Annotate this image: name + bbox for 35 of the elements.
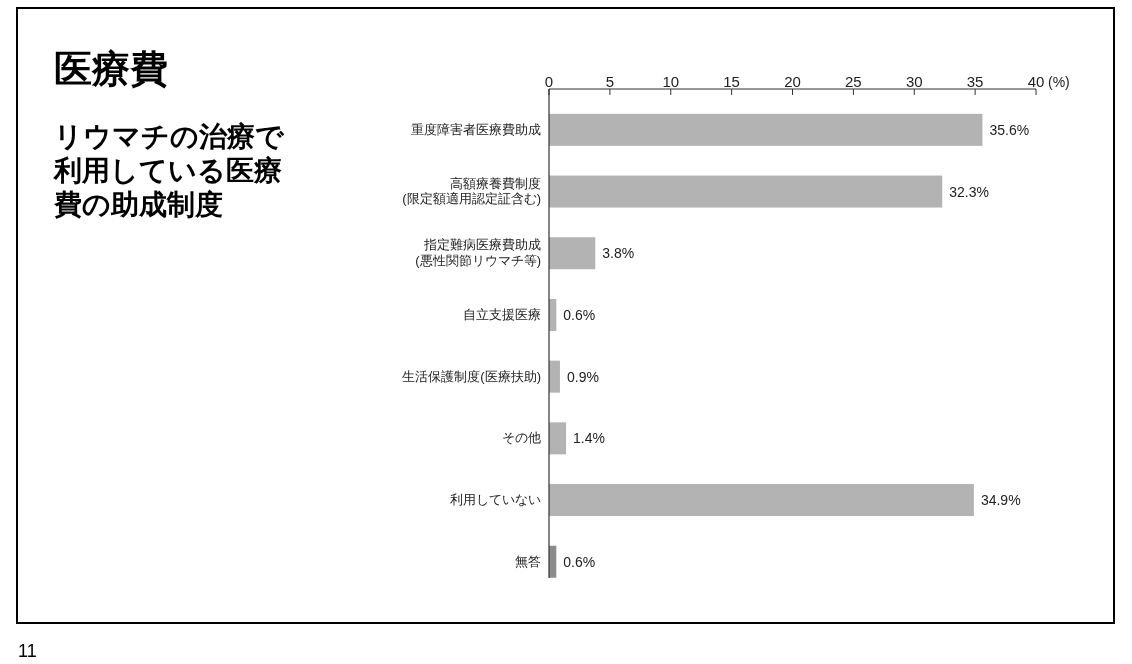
text: リウマチの治療で利用している医療費の助成制度	[54, 120, 285, 222]
y-tick-label: その他	[502, 430, 541, 446]
data-label: 3.8%	[602, 245, 635, 262]
y-tick-label: 無答	[515, 553, 541, 569]
y-tick-label: 利用していない	[450, 492, 541, 508]
x-tick-label: 10	[662, 73, 680, 90]
y-tick-label: 自立支援医療	[463, 306, 541, 322]
y-tick-label: 高額療養費制度 (限定額適用認定証含む)	[402, 175, 541, 207]
data-label: 32.3%	[949, 183, 989, 200]
x-tick-label: 25	[845, 73, 862, 90]
bar	[549, 175, 943, 208]
x-tick-label: 0	[544, 73, 554, 90]
data-label: 34.9%	[980, 492, 1021, 509]
y-tick-label: 重度障害者医療費助成	[411, 121, 541, 137]
x-tick-label: 35	[966, 73, 984, 90]
data-label: 0.6%	[563, 553, 596, 570]
data-label: 35.6%	[989, 121, 1030, 138]
bar	[549, 422, 567, 455]
data-label: 0.6%	[563, 306, 596, 323]
text: 11	[18, 641, 37, 661]
x-tick-label: 5	[605, 73, 615, 90]
data-label: 1.4%	[573, 430, 605, 447]
y-tick-label: 指定難病医療費助成 (悪性関節リウマチ等)	[415, 237, 541, 269]
x-tick-label: 40	[1027, 73, 1045, 90]
x-tick-label: 15	[723, 73, 740, 90]
bar	[549, 484, 974, 517]
x-tick-label: 30	[905, 73, 923, 90]
x-axis-title: (%)	[1048, 74, 1070, 90]
bar	[549, 113, 983, 146]
bar	[549, 237, 596, 270]
x-tick-label: 20	[784, 73, 801, 90]
text: 医療費	[54, 48, 168, 90]
bar	[549, 360, 560, 393]
data-label: 0.9%	[566, 368, 599, 385]
y-tick-label: 生活保護制度(医療扶助)	[402, 368, 541, 384]
